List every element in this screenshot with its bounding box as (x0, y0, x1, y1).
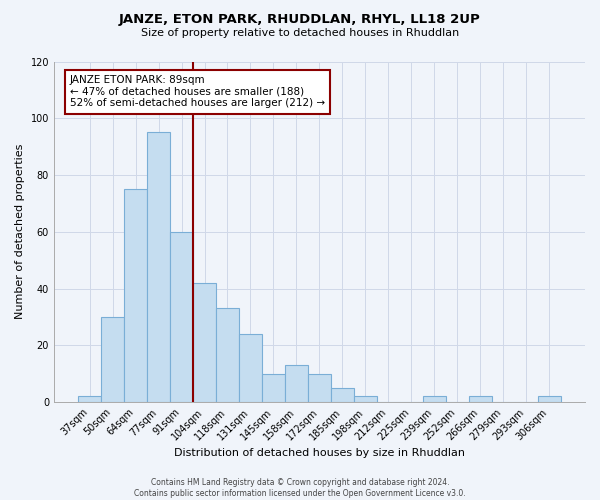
Bar (538, 396, 561, 402)
Bar (285, 365, 308, 402)
Bar (239, 334, 262, 402)
Bar (331, 388, 354, 402)
Text: JANZE ETON PARK: 89sqm
← 47% of detached houses are smaller (188)
52% of semi-de: JANZE ETON PARK: 89sqm ← 47% of detached… (70, 75, 325, 108)
Bar (308, 374, 331, 402)
Y-axis label: Number of detached properties: Number of detached properties (15, 144, 25, 320)
Bar (170, 232, 193, 402)
Bar (354, 396, 377, 402)
Text: JANZE, ETON PARK, RHUDDLAN, RHYL, LL18 2UP: JANZE, ETON PARK, RHUDDLAN, RHYL, LL18 2… (119, 12, 481, 26)
Bar (423, 396, 446, 402)
Bar (216, 308, 239, 402)
Bar (78, 396, 101, 402)
X-axis label: Distribution of detached houses by size in Rhuddlan: Distribution of detached houses by size … (174, 448, 465, 458)
Text: Contains HM Land Registry data © Crown copyright and database right 2024.
Contai: Contains HM Land Registry data © Crown c… (134, 478, 466, 498)
Bar (147, 132, 170, 402)
Bar (193, 283, 216, 402)
Bar (101, 317, 124, 402)
Bar (124, 189, 147, 402)
Bar (262, 374, 285, 402)
Text: Size of property relative to detached houses in Rhuddlan: Size of property relative to detached ho… (141, 28, 459, 38)
Bar (469, 396, 492, 402)
